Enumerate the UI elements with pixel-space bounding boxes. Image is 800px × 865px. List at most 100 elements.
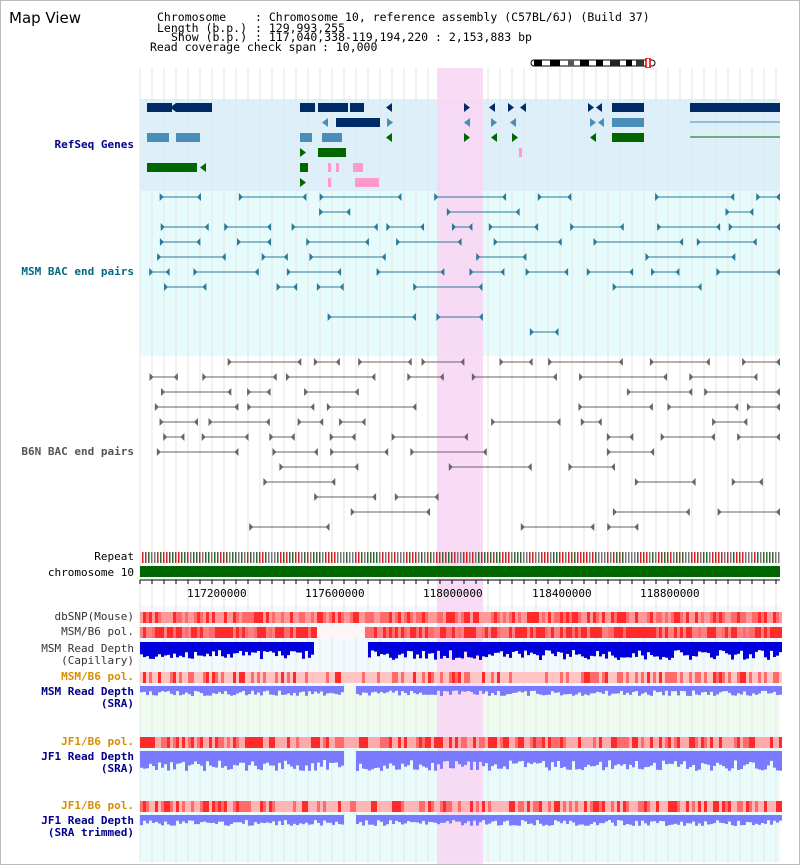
polymorphism-cell [395,612,398,623]
read-depth-bar [572,815,575,823]
read-depth-bar [356,686,359,694]
track-label-msm-pol-sra[interactable]: MSM/B6 pol. [61,670,134,683]
polymorphism-cell [167,612,170,623]
read-depth-bar [725,751,728,769]
repeat-mark [499,552,501,563]
read-depth-bar [455,751,458,762]
polymorphism-cell [584,737,587,748]
read-depth-bar [593,642,596,657]
track-label-dbsnp[interactable]: dbSNP(Mouse) [54,610,134,623]
polymorphism-cell [638,627,641,638]
track-label-jf1-pol-trimmed[interactable]: JF1/B6 pol. [61,799,134,812]
repeat-mark [262,552,264,563]
track-label-jf1-pol[interactable]: JF1/B6 pol. [61,735,134,748]
coverage-value: : 10,000 [322,40,378,54]
track-label-chromosome[interactable]: chromosome 10 [47,566,134,579]
read-depth-bar [179,815,182,824]
read-depth-bar [473,751,476,762]
polymorphism-cell [278,672,281,683]
polymorphism-cell [236,672,239,683]
polymorphism-cell [488,612,491,623]
bac-end-marker [314,493,319,501]
refseq-gene [176,103,212,112]
chromosome-ideogram[interactable] [530,53,657,69]
track-label-jf1-depth-trimmed[interactable]: JF1 Read Depth [41,814,134,827]
polymorphism-cell [305,627,308,638]
track-label-msm-bac[interactable]: MSM BAC end pairs [21,265,134,278]
polymorphism-cell [242,612,245,623]
polymorphism-cell [146,737,149,748]
read-depth-bar [515,815,518,826]
read-depth-bar [176,815,179,821]
read-depth-bar [284,686,287,695]
read-depth-bar [446,642,449,658]
read-depth-bar [695,686,698,695]
repeat-mark [247,552,249,563]
gene-arrow [197,103,203,112]
read-depth-bar [380,751,383,771]
read-depth-bar [242,642,245,656]
polymorphism-cell [296,737,299,748]
track-label-msm-pol[interactable]: MSM/B6 pol. [61,625,134,638]
polymorphism-cell [431,672,434,683]
read-depth-bar [551,686,554,692]
read-depth-bar [545,751,548,768]
track-label-msm-depth-capillary[interactable]: MSM Read Depth [41,642,134,655]
polymorphism-cell [689,612,692,623]
track-label-b6n-bac[interactable]: B6N BAC end pairs [21,445,134,458]
polymorphism-cell [593,672,596,683]
polymorphism-cell [737,737,740,748]
bac-end-marker [457,238,462,246]
polymorphism-cell [503,672,506,683]
repeat-mark [307,552,309,563]
refseq-gene [519,148,522,157]
bac-end-marker [339,418,344,426]
track-label-msm-depth-sra[interactable]: MSM Read Depth [41,685,134,698]
read-depth-bar [335,686,338,695]
bac-end-marker [712,418,717,426]
polymorphism-cell [230,737,233,748]
polymorphism-cell [359,801,362,812]
read-depth-bar [269,686,272,695]
read-depth-bar [605,815,608,822]
track-label-jf1-depth[interactable]: JF1 Read Depth [41,750,134,763]
read-depth-bar [476,642,479,656]
polymorphism-cell [719,672,722,683]
read-depth-bar [383,686,386,694]
polymorphism-cell [437,627,440,638]
polymorphism-cell [323,627,326,638]
read-depth-bar [266,686,269,691]
polymorphism-cell [614,627,617,638]
bac-end-marker [580,418,585,426]
polymorphism-cell [266,627,269,638]
bac-end-marker [316,283,321,291]
repeat-mark [583,552,585,563]
polymorphism-cell [644,737,647,748]
bac-end-marker [247,388,252,396]
read-depth-bar [179,751,182,764]
polymorphism-cell [707,672,710,683]
repeat-mark [589,552,591,563]
read-depth-bar [248,751,251,766]
repeat-mark [577,552,579,563]
read-depth-bar [611,642,614,656]
refseq-gene [336,118,380,127]
track-label-repeat[interactable]: Repeat [94,550,134,563]
polymorphism-cell [449,672,452,683]
read-depth-bar [338,815,341,825]
read-depth-bar [245,815,248,821]
polymorphism-cell [173,672,176,683]
read-depth-bar [527,686,530,696]
read-depth-bar [308,686,311,692]
polymorphism-cell [209,612,212,623]
read-depth-bar [464,751,467,765]
read-depth-bar [317,751,320,763]
polymorphism-cell [542,612,545,623]
bac-end-marker [548,358,553,366]
track-label-refseq[interactable]: RefSeq Genes [54,138,134,151]
repeat-mark [274,552,276,563]
read-depth-bar [707,642,710,653]
read-depth-bar [560,815,563,824]
bac-end-marker [448,463,453,471]
